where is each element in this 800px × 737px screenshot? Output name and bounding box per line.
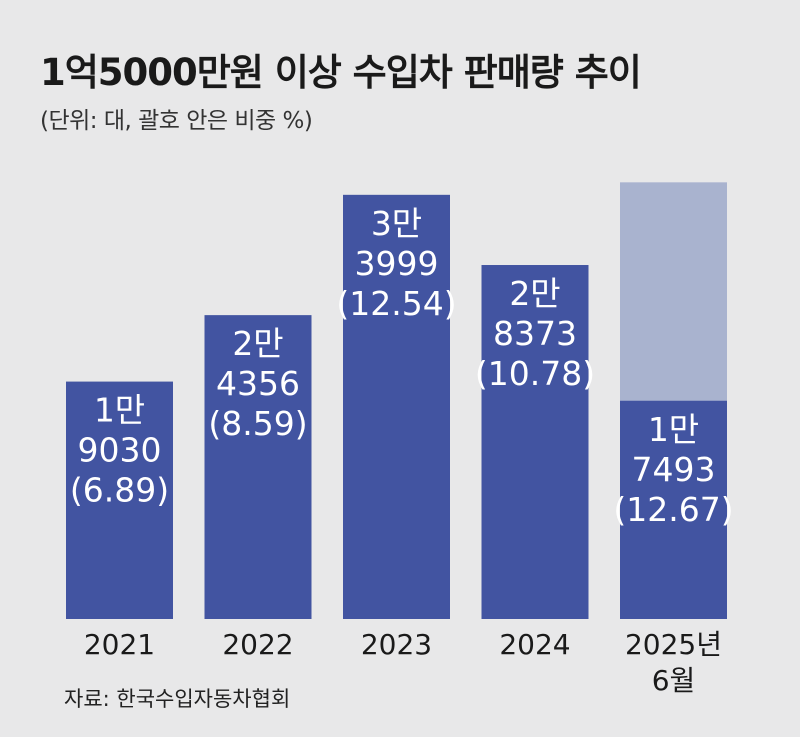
bar-2021: [66, 381, 173, 619]
x-tick-label: 2021: [84, 628, 155, 661]
bar-2023: [343, 194, 450, 619]
data-label: 3만: [371, 204, 422, 243]
bar-2025년 6월: [620, 400, 727, 619]
data-label: 1만: [94, 391, 145, 430]
data-label: 2만: [232, 324, 283, 363]
data-label: 1만: [648, 410, 699, 449]
x-tick-label: 2025년: [625, 628, 722, 661]
bar-2024: [481, 265, 589, 619]
chart-subtitle: (단위: 대, 괄호 안은 비중 %): [40, 108, 313, 134]
data-label: 7493: [632, 450, 716, 489]
x-tick-label: 2024: [499, 628, 570, 661]
x-tick-label: 6월: [652, 664, 696, 697]
data-label: 3999: [355, 244, 439, 283]
data-label: 2만: [509, 274, 560, 313]
data-label: 9030: [78, 431, 162, 470]
data-label: (10.78): [475, 354, 595, 393]
data-label: (8.59): [208, 404, 307, 443]
x-tick-label: 2022: [222, 628, 293, 661]
data-label: 8373: [493, 314, 577, 353]
data-label: (12.67): [613, 490, 733, 529]
source-note: 자료: 한국수입자동차협회: [64, 687, 291, 711]
x-tick-label: 2023: [361, 628, 432, 661]
data-label: 4356: [216, 364, 300, 403]
bar-2022: [204, 315, 312, 619]
data-label: (6.89): [70, 471, 169, 510]
chart-title: 1억5000만원 이상 수입차 판매량 추이: [40, 51, 642, 94]
data-label: (12.54): [336, 284, 456, 323]
